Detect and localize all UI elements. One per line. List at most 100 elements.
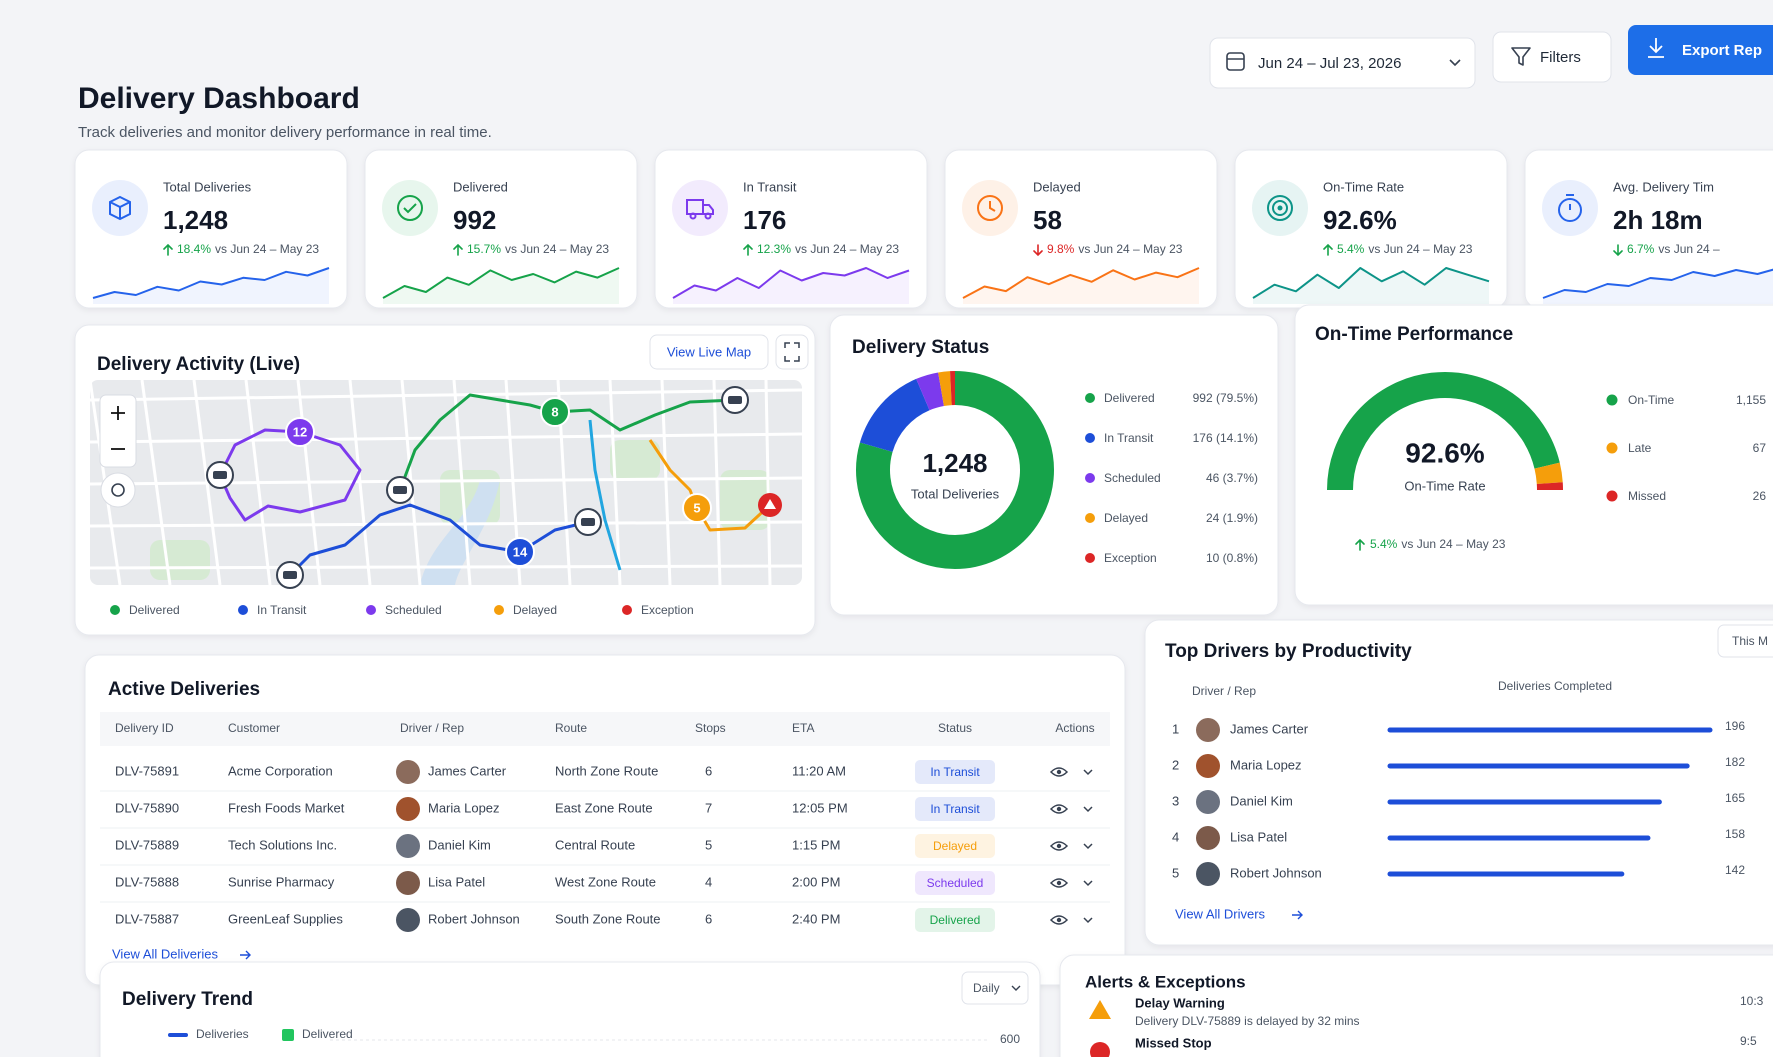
kpi-compare: vs Jun 24 – May 23	[505, 242, 609, 256]
table-cell: Daniel Kim	[428, 837, 491, 852]
view-live-map-button[interactable]	[649, 334, 769, 370]
legend-value: 46 (3.7%)	[1206, 471, 1258, 485]
kpi-icon	[1277, 205, 1283, 211]
legend-label: In Transit	[257, 603, 307, 617]
card	[74, 149, 348, 309]
status-label: Delayed	[933, 839, 977, 853]
view-all-deliveries[interactable]: View All Deliveries	[112, 946, 218, 961]
kpi-delta-line: 9.8% vs Jun 24 – May 23	[1047, 242, 1183, 256]
column-header: Deliveries Completed	[1498, 679, 1612, 693]
sparkline-area	[383, 268, 619, 304]
expand-button[interactable]	[1083, 769, 1093, 776]
table-cell: 11:20 AM	[792, 763, 846, 778]
table-cell: DLV-75891	[115, 763, 179, 778]
table-header-bg	[100, 712, 1110, 746]
driver-avatar	[1196, 754, 1220, 778]
view-button[interactable]	[1049, 767, 1069, 777]
donut-total-label: Total Deliveries	[911, 486, 1000, 501]
trend-arrow	[1033, 244, 1043, 257]
legend-value: 176 (14.1%)	[1193, 431, 1258, 445]
fullscreen-button[interactable]	[775, 334, 809, 370]
table-cell: DLV-75890	[115, 800, 179, 815]
expand-button[interactable]	[1083, 843, 1093, 850]
kpi-icon	[109, 195, 131, 221]
map-park	[150, 540, 210, 580]
kpi-delta: 18.4%	[177, 242, 211, 256]
legend-label: On-Time	[1628, 393, 1675, 407]
gauge-segment	[1534, 462, 1563, 485]
filters-button[interactable]	[1492, 31, 1612, 83]
map-route	[218, 428, 362, 522]
column-header: Delivery ID	[115, 721, 174, 735]
period-button[interactable]	[1717, 624, 1773, 658]
exception-icon	[764, 499, 776, 509]
y-tick-label: 600	[1000, 1032, 1020, 1046]
kpi-value: 1,248	[163, 205, 228, 235]
kpi-value: 2h 18m	[1613, 205, 1703, 235]
map-park	[610, 440, 660, 480]
performance-compare: vs Jun 24 – May 23	[1401, 537, 1505, 551]
kpi-icon	[397, 195, 423, 221]
alert-icon	[1090, 1042, 1110, 1057]
view-button[interactable]	[1049, 841, 1069, 851]
view-all-drivers[interactable]: View All Drivers	[1175, 906, 1266, 921]
legend-value: 1,155	[1736, 393, 1766, 407]
period-button[interactable]	[961, 971, 1029, 1005]
kpi-delta-line: 18.4% vs Jun 24 – May 23	[177, 242, 319, 256]
alert-title: Missed Stop	[1135, 1035, 1212, 1050]
filters-label: Filters	[1540, 49, 1581, 66]
driver-name: Robert Johnson	[1230, 865, 1322, 880]
kpi-compare: vs Jun 24 – May 23	[215, 242, 319, 256]
vehicle-icon	[283, 571, 297, 579]
view-button[interactable]	[1049, 915, 1069, 925]
driver-avatar	[1196, 718, 1220, 742]
trend-arrow	[1323, 243, 1333, 256]
column-header: Driver / Rep	[400, 721, 464, 735]
kpi-label: On-Time Rate	[1323, 179, 1404, 194]
expand-button[interactable]	[1083, 806, 1093, 813]
legend-label: Delivered	[129, 603, 180, 617]
kpi-label: Delivered	[453, 179, 508, 194]
route-marker-label: 5	[693, 500, 700, 515]
view-button[interactable]	[1049, 878, 1069, 888]
route-marker	[505, 537, 535, 567]
zoom-controls[interactable]	[99, 394, 137, 468]
locate-button[interactable]	[100, 472, 136, 508]
table-cell: South Zone Route	[555, 911, 661, 926]
legend-swatch	[282, 1029, 294, 1041]
expand-button[interactable]	[1083, 917, 1093, 924]
column-header: Customer	[228, 721, 280, 735]
legend-value: 26	[1753, 489, 1767, 503]
kpi-compare: vs Jun 24 – May 23	[795, 242, 899, 256]
card-title: Delivery Status	[852, 337, 989, 358]
performance-delta: 5.4%	[1370, 537, 1398, 551]
view-button-pupil	[1056, 880, 1062, 886]
legend-dot	[238, 605, 248, 615]
legend-label: Delivered	[1104, 391, 1155, 405]
card	[654, 149, 928, 309]
map-road	[89, 388, 803, 402]
table-cell: 12:05 PM	[792, 800, 848, 815]
kpi-compare: vs Jun 24 – May 23	[1078, 242, 1182, 256]
kpi-delta-line: 5.4% vs Jun 24 – May 23	[1337, 242, 1473, 256]
map-water	[420, 480, 500, 585]
driver-rank: 1	[1172, 721, 1179, 736]
export-button[interactable]	[1628, 25, 1773, 75]
expand-button[interactable]	[1083, 880, 1093, 887]
map-road	[89, 520, 803, 528]
gauge-label: On-Time Rate	[1404, 478, 1485, 493]
table-cell: DLV-75888	[115, 874, 179, 889]
kpi-compare: vs Jun 24 – May 23	[1368, 242, 1472, 256]
page-title: Delivery Dashboard	[78, 82, 360, 115]
map-road	[452, 379, 472, 586]
legend-label: Exception	[1104, 551, 1157, 565]
vehicle-icon	[213, 471, 227, 479]
date-range-button[interactable]	[1209, 37, 1476, 89]
driver-name: Lisa Patel	[1230, 829, 1287, 844]
legend-dot	[110, 605, 120, 615]
legend-dot	[1606, 394, 1618, 406]
kpi-compare: vs Jun 24 –	[1658, 242, 1720, 256]
view-button[interactable]	[1049, 804, 1069, 814]
legend-label: In Transit	[1104, 431, 1154, 445]
table-cell: GreenLeaf Supplies	[228, 911, 343, 926]
